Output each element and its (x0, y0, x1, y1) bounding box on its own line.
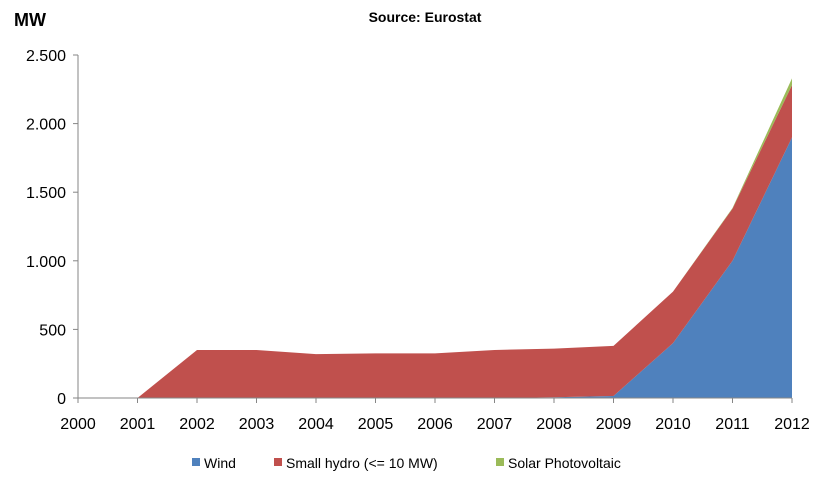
y-tick-label: 0 (57, 391, 66, 408)
y-tick-label: 2.000 (26, 117, 66, 134)
chart-title: Source: Eurostat (369, 9, 482, 25)
legend-label-2: Solar Photovoltaic (508, 455, 621, 471)
x-tick-label: 2009 (596, 416, 632, 433)
legend-label-0: Wind (204, 455, 236, 471)
y-tick-label: 2.500 (26, 48, 66, 65)
area-series-0 (78, 137, 792, 398)
legend-swatch-1 (274, 458, 282, 466)
x-tick-label: 2008 (536, 416, 572, 433)
y-tick-label: 1.500 (26, 185, 66, 202)
x-tick-label: 2004 (298, 416, 334, 433)
x-tick-label: 2006 (417, 416, 453, 433)
x-tick-label: 2005 (358, 416, 394, 433)
y-tick-label: 1.000 (26, 254, 66, 271)
x-tick-label: 2002 (179, 416, 215, 433)
x-tick-label: 2000 (60, 416, 96, 433)
x-tick-label: 2007 (477, 416, 513, 433)
x-tick-label: 2001 (120, 416, 156, 433)
legend-swatch-0 (192, 458, 200, 466)
axes: 0 500 1.000 1.500 2.000 2.500 2000 2001 2002 2003… (26, 48, 810, 433)
y-tick-label: 500 (39, 322, 66, 339)
legend: Wind Small hydro (<= 10 MW) Solar Photovol… (192, 455, 621, 471)
legend-swatch-2 (496, 458, 504, 466)
y-axis-unit-label: MW (14, 10, 46, 30)
area-series-group (78, 78, 792, 399)
x-tick-label: 2011 (715, 416, 750, 433)
legend-label-1: Small hydro (<= 10 MW) (286, 455, 438, 471)
x-tick-label: 2003 (239, 416, 275, 433)
x-tick-label: 2010 (655, 416, 691, 433)
x-tick-label: 2012 (774, 416, 810, 433)
